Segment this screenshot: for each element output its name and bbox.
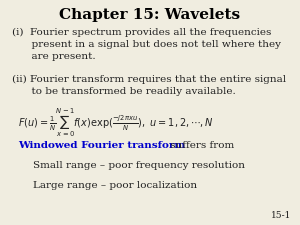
Text: 15-1: 15-1 xyxy=(271,212,291,220)
Text: $F(u) = \frac{1}{N}\sum_{x=0}^{N-1} f(x)\exp(\frac{-j2\pi xu}{N}),\ u=1,2,\cdots: $F(u) = \frac{1}{N}\sum_{x=0}^{N-1} f(x)… xyxy=(18,106,214,139)
Text: Large range – poor localization: Large range – poor localization xyxy=(33,181,197,190)
Text: Chapter 15: Wavelets: Chapter 15: Wavelets xyxy=(59,8,241,22)
Text: Windowed Fourier transform: Windowed Fourier transform xyxy=(18,141,185,150)
Text: suffers from: suffers from xyxy=(167,141,234,150)
Text: (ii) Fourier transform requires that the entire signal
      to be transformed b: (ii) Fourier transform requires that the… xyxy=(12,75,286,96)
Text: (i)  Fourier spectrum provides all the frequencies
      present in a signal but: (i) Fourier spectrum provides all the fr… xyxy=(12,28,281,61)
Text: Small range – poor frequency resolution: Small range – poor frequency resolution xyxy=(33,161,245,170)
